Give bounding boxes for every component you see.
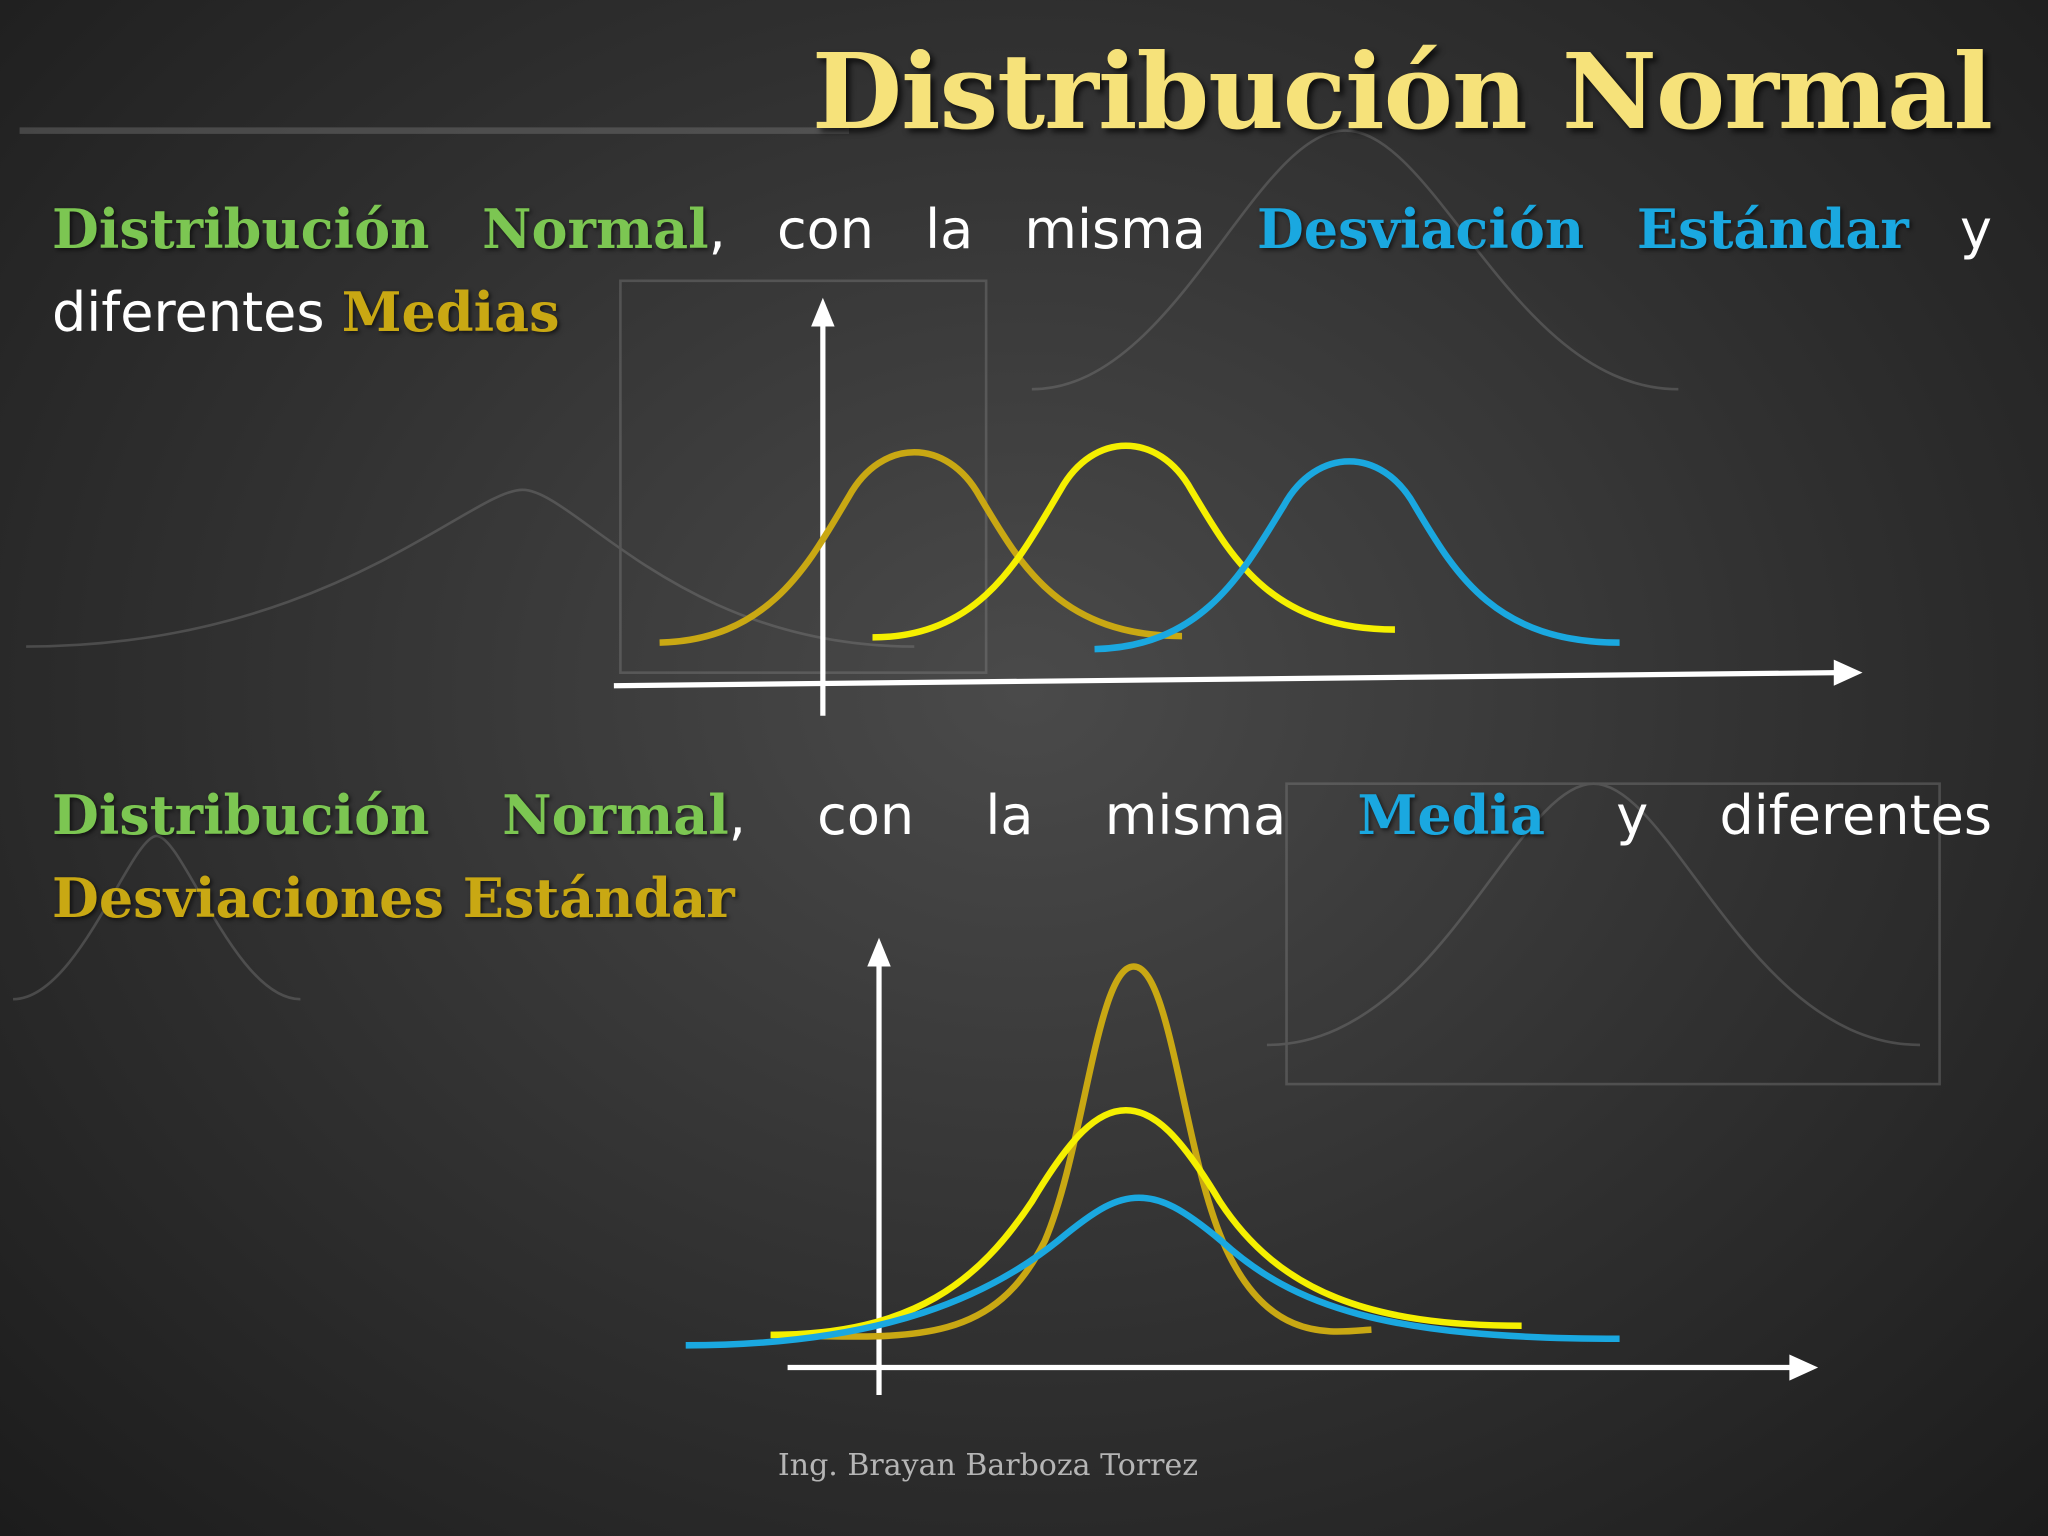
curve-blue <box>685 1194 1620 1349</box>
section-text: Distribución Normal, con la misma Media … <box>52 774 1992 940</box>
curve-yellow <box>770 1106 1522 1339</box>
highlight: Distribución Normal <box>52 783 729 847</box>
highlight: Media <box>1357 783 1545 847</box>
axis-arrow <box>1789 1354 1819 1381</box>
axis-arrow <box>867 937 891 967</box>
chart-top <box>613 297 1863 716</box>
curve-yellow <box>872 442 1395 641</box>
axis-arrow <box>1833 659 1863 686</box>
highlight: Medias <box>341 280 560 344</box>
chart-bottom <box>685 937 1819 1395</box>
footer-author: Ing. Brayan Barboza Torrez <box>777 1448 1199 1483</box>
highlight: Desviaciones Estándar <box>52 866 735 930</box>
highlight: Desviación Estándar <box>1256 197 1909 261</box>
text: y diferentes <box>52 198 1993 344</box>
highlight: Distribución Normal <box>52 197 709 261</box>
section-text: Distribución Normal, con la misma Desvia… <box>52 188 1992 354</box>
curve-blue <box>1094 458 1620 653</box>
x-axis <box>613 670 1840 689</box>
curve-gold <box>659 449 1183 646</box>
slide-title: Distribución Normal <box>811 30 1993 153</box>
text: , con la misma <box>708 198 1206 261</box>
curve-gold <box>770 963 1372 1340</box>
text: , con la misma <box>728 784 1287 847</box>
text: y diferentes <box>1616 784 1992 847</box>
chalk-decor <box>13 127 1941 1086</box>
axis-arrow <box>811 297 835 327</box>
